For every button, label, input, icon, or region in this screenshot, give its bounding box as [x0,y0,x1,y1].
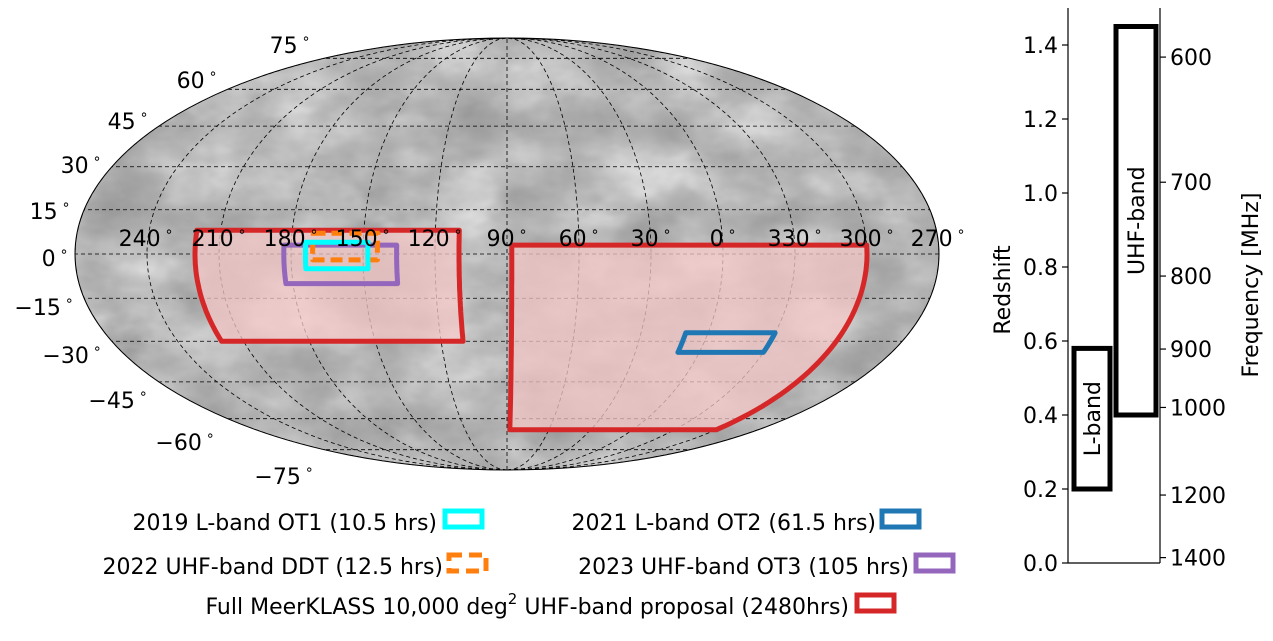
survey-fields [192,227,870,433]
redshift-tick-label: 0.2 [1023,478,1058,503]
frequency-tick-label: 1200 [1170,484,1226,509]
field-2023-UHF-band [281,242,401,287]
ra-tick-label: 180 ∘ [264,224,319,252]
frequency-tick-label: 1000 [1170,396,1226,421]
frequency-axis-label: Frequency [MHz] [1239,193,1264,378]
band-bar-label: UHF-band [1125,166,1150,275]
dec-tick-label: −60 ∘ [155,428,214,456]
dec-tick-label: −15 ∘ [14,293,73,321]
dec-tick-label: 15 ∘ [30,197,71,225]
legend: 2019 L-band OT1 (10.5 hrs) 2021 L-band OT… [103,508,956,620]
frequency-tick-label: 900 [1170,338,1212,363]
dec-tick-label: 30 ∘ [61,151,102,179]
redshift-panel: 0.0 0.2 0.4 0.6 0.8 1.0 1.2 1.4 600 700 800 900 1000… [991,8,1264,577]
field-2022-UHF-band [310,230,381,263]
ra-gridline [146,38,508,470]
ra-tick-label: 270 ∘ [911,224,966,252]
frequency-tick-label: 700 [1170,171,1212,196]
dec-tick-label: 75 ∘ [270,31,311,59]
redshift-tick-label: 1.2 [1023,108,1058,133]
redshift-tick-label: 1.4 [1023,34,1058,59]
legend-swatch [446,552,489,574]
sky-map: 75 ∘60 ∘45 ∘30 ∘15 ∘0 ∘−15 ∘−30 ∘−45 ∘−60 ∘−75 ∘ 24… [14,31,965,490]
redshift-tick-label: 0.0 [1023,552,1058,577]
legend-entry-label: 2019 L-band OT1 (10.5 hrs) [133,511,437,536]
frequency-tick-label: 600 [1170,46,1212,71]
legend-entry-label: Full MeerKLASS 10,000 deg2 UHF-band prop… [205,590,849,620]
dec-tick-label: −30 ∘ [42,341,101,369]
legend-swatch [442,508,485,530]
legend-entry-label: 2023 UHF-band OT3 (105 hrs) [578,555,909,580]
dec-tick-label: 60 ∘ [177,66,218,94]
redshift-tick-label: 1.0 [1023,182,1058,207]
band-bar [1071,345,1113,492]
dec-tick-label: 0 ∘ [42,244,69,272]
band-bar-label: L-band [1081,381,1106,456]
legend-swatch [879,508,922,530]
legend-entry-label: 2022 UHF-band DDT (12.5 hrs) [103,555,443,580]
frequency-tick-label: 1400 [1170,547,1226,572]
field-2021-L-band [675,330,778,355]
sky-map-border [74,37,940,471]
redshift-axis-label: Redshift [991,245,1016,335]
redshift-tick-label: 0.8 [1023,256,1058,281]
dec-tick-label: −75 ∘ [254,462,313,490]
legend-swatch [913,552,956,574]
field-2019-L-band [302,239,371,272]
frequency-tick-label: 800 [1170,265,1212,290]
field-Full-MeerKLASS-region-1 [507,242,870,433]
legend-swatch [854,592,897,614]
redshift-tick-label: 0.4 [1023,404,1058,429]
redshift-tick-label: 0.6 [1023,330,1058,355]
band-bar [1113,24,1159,418]
legend-entry-label: 2021 L-band OT2 (61.5 hrs) [572,511,876,536]
dec-tick-label: −45 ∘ [88,386,147,414]
dec-tick-label: 45 ∘ [108,107,149,135]
